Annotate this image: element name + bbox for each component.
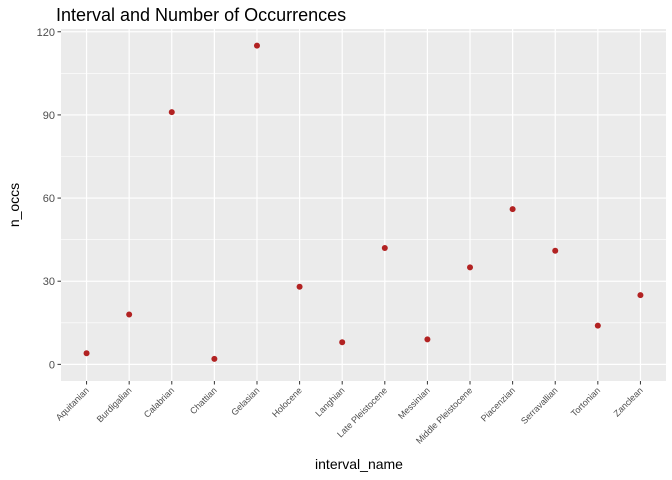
data-point [594,322,601,329]
data-point [467,264,474,271]
chart-title: Interval and Number of Occurrences [56,5,346,25]
plot-panel [61,29,666,381]
major-gridlines [61,29,666,381]
y-axis-title: n_occs [6,183,22,227]
data-point [509,206,516,213]
y-tick-label: 30 [43,276,55,288]
y-tick-label: 0 [49,359,55,371]
data-point [168,109,175,116]
minor-gridlines [61,73,666,324]
y-axis-ticks: 0 30 60 90 120 [37,27,61,371]
y-tick-label: 120 [37,27,55,39]
data-point [424,336,431,343]
data-point [381,244,388,251]
data-points [83,42,644,362]
data-point [339,339,346,346]
data-point [296,283,303,290]
data-point [126,311,133,318]
data-point [83,350,90,357]
data-point [253,42,260,49]
data-point [637,292,644,299]
x-axis-title: interval_name [315,456,403,472]
data-point [211,355,218,362]
data-point [552,247,559,254]
y-tick-label: 90 [43,110,55,122]
y-tick-label: 60 [43,193,55,205]
